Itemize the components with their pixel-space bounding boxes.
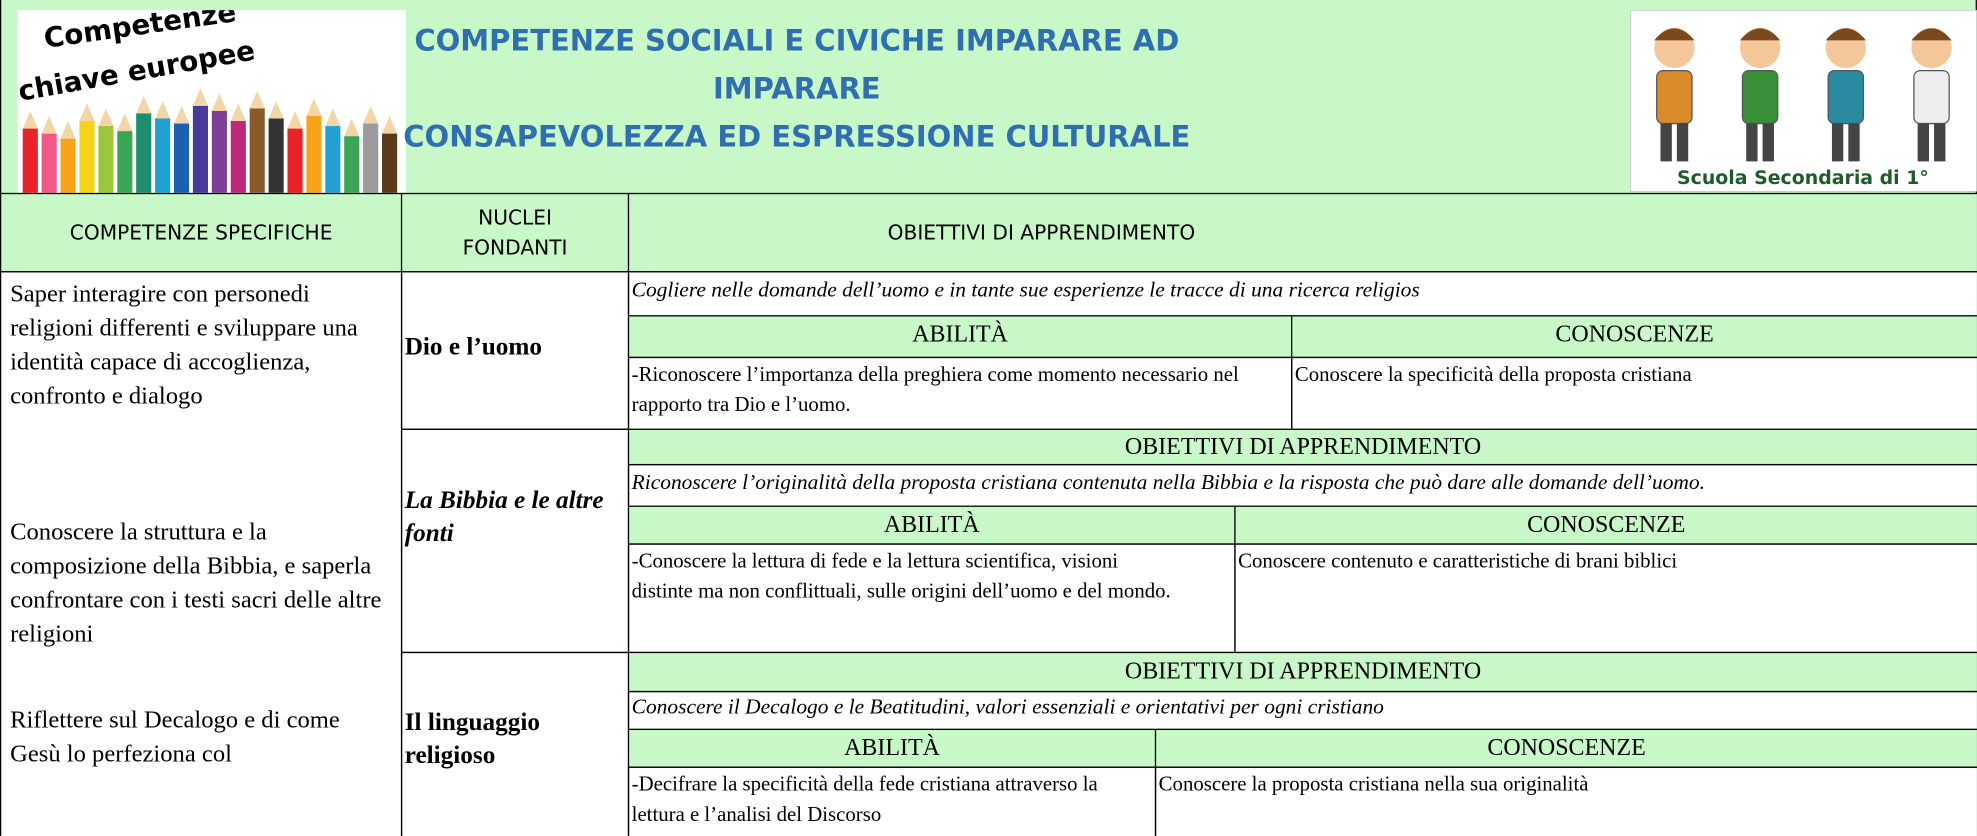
- decoration: [363, 123, 379, 193]
- competenza: Saper interagire con personedi religioni…: [10, 281, 358, 410]
- title: COMPETENZE SOCIALI E CIVICHE IMPARARE AD…: [343, 18, 1251, 162]
- decoration: [79, 121, 95, 193]
- decoration: [41, 115, 57, 134]
- decoration: [136, 113, 152, 193]
- decoration: [136, 95, 152, 114]
- decoration: [1656, 69, 1693, 125]
- decoration: [117, 113, 133, 132]
- abilita: -Decifrare la specificità della fede cri…: [627, 766, 1157, 836]
- decoration: [192, 88, 209, 106]
- obiettivo: Cogliere nelle domande dell’uomo e in ta…: [627, 271, 1977, 317]
- abilita-label: ABILITÀ: [627, 505, 1236, 545]
- decoration: [1934, 123, 1946, 162]
- decoration: [60, 121, 76, 139]
- decoration: [117, 131, 133, 193]
- logo: Competenze chiave europee: [17, 10, 406, 193]
- decoration: [41, 133, 57, 193]
- obiettivi-heading: OBIETTIVI DI APPRENDIMENTO: [627, 651, 1977, 693]
- conoscenze: Conoscere la specificità della proposta …: [1291, 356, 1977, 430]
- decoration: [287, 128, 303, 193]
- decoration: [306, 98, 322, 116]
- decoration: [344, 118, 360, 137]
- decoration: [22, 128, 38, 193]
- decoration: [325, 126, 341, 193]
- decoration: [155, 118, 171, 193]
- conoscenze: Conoscere la proposta cristiana nella su…: [1154, 766, 1977, 836]
- decoration: [382, 115, 398, 134]
- decoration: [230, 103, 246, 122]
- decoration: [382, 133, 398, 193]
- obiettivo: Riconoscere l’originalità della proposta…: [627, 463, 1977, 507]
- decoration: [211, 93, 227, 111]
- decoration: [173, 123, 190, 193]
- column-header: NUCLEI FONDANTI: [400, 192, 630, 273]
- decoration: [1660, 123, 1672, 162]
- decoration: [1827, 69, 1865, 125]
- decoration: [1739, 28, 1781, 41]
- decoration: [211, 110, 227, 193]
- abilita-label: ABILITÀ: [627, 728, 1157, 768]
- decoration: [230, 121, 246, 193]
- abilita: -Riconoscere l’importanza della preghier…: [627, 356, 1293, 430]
- nucleo: La Bibbia e le altre fonti: [404, 486, 604, 548]
- decoration: [1741, 69, 1779, 125]
- abilita: -Conoscere la lettura di fede e la lettu…: [627, 543, 1236, 654]
- decoration: [344, 136, 360, 193]
- title-line: COMPETENZE SOCIALI E CIVICHE IMPARARE AD…: [414, 25, 1180, 106]
- decoration: [192, 105, 209, 193]
- competenza: Conoscere la struttura e la composizione…: [10, 519, 382, 649]
- decoration: [1746, 123, 1758, 162]
- conoscenze-label: CONOSCENZE: [1154, 728, 1977, 768]
- decoration: [306, 115, 322, 193]
- decoration: [268, 118, 284, 193]
- nucleo: Dio e l’uomo: [404, 332, 543, 361]
- conoscenze-label: CONOSCENZE: [1234, 505, 1977, 545]
- decoration: [325, 108, 341, 127]
- decoration: [22, 110, 38, 129]
- badge-text: Scuola Secondaria di 1°: [1677, 167, 1929, 189]
- decoration: [249, 108, 265, 193]
- decoration: [60, 138, 76, 193]
- abilita-label: ABILITÀ: [627, 315, 1293, 359]
- decoration: [1825, 28, 1866, 41]
- decoration: [268, 100, 284, 119]
- badge: Scuola Secondaria di 1°: [1630, 10, 1977, 192]
- decoration: [1848, 123, 1860, 162]
- conoscenze: Conoscere contenuto e caratteristiche di…: [1234, 543, 1977, 654]
- decoration: [1676, 123, 1689, 162]
- decoration: [249, 90, 265, 109]
- decoration: [287, 110, 303, 129]
- decoration: [1913, 69, 1950, 125]
- decoration: [363, 105, 379, 124]
- obiettivi-heading: OBIETTIVI DI APPRENDIMENTO: [627, 428, 1977, 466]
- column-header: OBIETTIVI DI APPRENDIMENTO: [627, 192, 1977, 273]
- decoration: [1762, 123, 1774, 162]
- decoration: [1911, 28, 1952, 41]
- decoration: [155, 100, 171, 119]
- decoration: [1654, 28, 1695, 41]
- decoration: [98, 126, 114, 193]
- decoration: [173, 105, 190, 124]
- conoscenze-label: CONOSCENZE: [1291, 315, 1977, 359]
- decoration: [1831, 123, 1844, 162]
- nucleo: Il linguaggio religioso: [404, 708, 540, 770]
- competenza: Riflettere sul Decalogo e di come Gesù l…: [10, 707, 340, 768]
- obiettivo: Conoscere il Decalogo e le Beatitudini, …: [627, 690, 1977, 731]
- decoration: [98, 108, 114, 127]
- column-header: COMPETENZE SPECIFICHE: [0, 192, 403, 273]
- decoration: [79, 103, 95, 122]
- decoration: [1917, 123, 1930, 162]
- title-line: CONSAPEVOLEZZA ED ESPRESSIONE CULTURALE: [403, 121, 1191, 154]
